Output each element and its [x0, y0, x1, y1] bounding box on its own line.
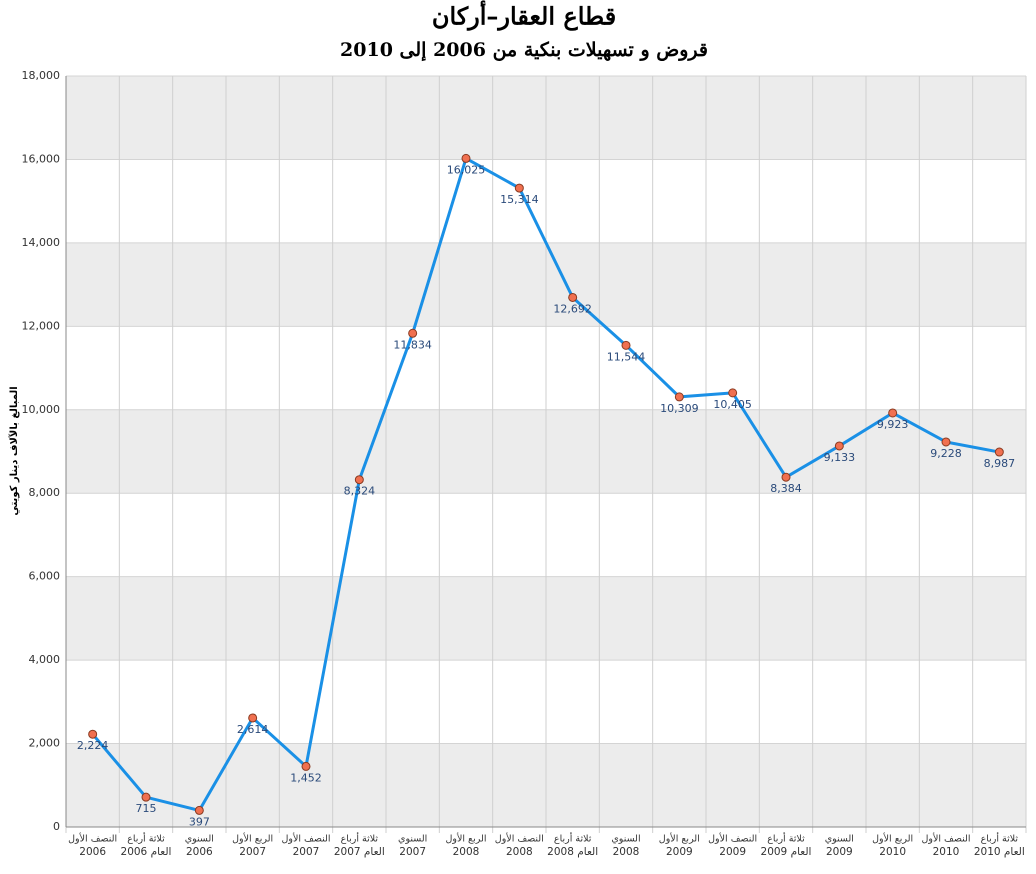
x-tick-label: 2009	[826, 846, 853, 858]
x-tick-label: السنوي	[825, 834, 854, 845]
data-point	[781, 472, 791, 482]
x-tick-label: 2010	[879, 846, 906, 858]
x-tick-label: 2008	[506, 846, 533, 858]
y-tick-label: 18,000	[22, 69, 61, 82]
y-tick-label: 2,000	[29, 737, 61, 750]
x-tick-label: ثلاثة أرباع	[341, 832, 379, 845]
x-tick-label: النصف الأول	[68, 833, 117, 845]
x-tick-label: ثلاثة أرباع	[767, 832, 805, 845]
x-tick-label: النصف الأول	[708, 833, 757, 845]
x-tick-label: ثلاثة أرباع	[981, 832, 1019, 845]
y-tick-label: 8,000	[29, 486, 61, 499]
x-tick-label: 2006	[79, 846, 106, 858]
data-point	[888, 408, 898, 418]
data-point	[461, 153, 471, 163]
value-label: 16,025	[447, 163, 486, 176]
x-tick-label: السنوي	[185, 834, 214, 845]
x-tick-label: 2008	[453, 846, 480, 858]
value-label: 10,309	[660, 402, 699, 415]
y-tick-label: 0	[53, 820, 60, 833]
data-point	[141, 792, 151, 802]
value-label: 9,228	[930, 447, 962, 460]
x-tick-label: النصف الأول	[921, 833, 970, 845]
x-tick-label: العام 2010	[974, 846, 1025, 858]
x-tick-label: النصف الأول	[281, 833, 330, 845]
x-tick-label: ثلاثة أرباع	[554, 832, 592, 845]
data-point	[301, 761, 311, 771]
data-point	[941, 437, 951, 447]
value-label: 1,452	[290, 771, 322, 784]
chart-title: قطاع العقار–أركان	[432, 0, 616, 32]
x-tick-label: 2009	[666, 846, 693, 858]
data-line	[91, 156, 1000, 812]
data-point	[994, 447, 1004, 457]
y-tick-label: 6,000	[29, 570, 61, 583]
y-tick-label: 14,000	[22, 236, 61, 249]
x-tick-label: 2008	[613, 846, 640, 858]
value-label: 397	[189, 815, 210, 828]
x-tick-label: 2007	[293, 846, 320, 858]
x-tick-label: 2009	[719, 846, 746, 858]
x-tick-label: النصف الأول	[495, 833, 544, 845]
x-tick-label: 2007	[239, 846, 266, 858]
x-tick-label: 2007	[399, 846, 426, 858]
x-tick-label: الربع الأول	[232, 833, 273, 845]
x-tick-label: الربع الأول	[659, 833, 700, 845]
x-tick-label: العام 2007	[334, 846, 385, 858]
value-label: 8,324	[344, 485, 376, 498]
x-tick-label: العام 2008	[547, 846, 598, 858]
value-label: 15,314	[500, 193, 539, 206]
value-label: 10,405	[713, 398, 752, 411]
y-tick-label: 10,000	[22, 403, 61, 416]
data-point	[194, 805, 204, 815]
y-tick-label: 16,000	[22, 152, 61, 165]
data-point	[621, 340, 631, 350]
x-tick-label: العام 2009	[761, 846, 812, 858]
chart-subtitle: قروض و تسهيلات بنكية من 2006 إلى 2010	[340, 39, 708, 62]
y-tick-label: 12,000	[22, 319, 61, 332]
value-label: 2,224	[77, 739, 109, 752]
x-tick-label: السنوي	[611, 834, 640, 845]
value-label: 11,834	[393, 338, 432, 351]
data-point	[514, 183, 524, 193]
x-tick-label: 2006	[186, 846, 213, 858]
x-tick-label: الربع الأول	[872, 833, 913, 845]
x-tick-label: السنوي	[398, 834, 427, 845]
value-label: 11,544	[607, 350, 646, 363]
y-axis-label: المبالغ بالآلاف دينار كويتي	[8, 386, 20, 515]
data-point	[728, 388, 738, 398]
x-tick-label: ثلاثة أرباع	[127, 832, 165, 845]
value-label: 715	[136, 802, 157, 815]
data-point	[354, 475, 364, 485]
y-tick-label: 4,000	[29, 653, 61, 666]
data-point	[834, 441, 844, 451]
value-label: 2,614	[237, 723, 269, 736]
data-point	[568, 292, 578, 302]
x-tick-label: 2010	[933, 846, 960, 858]
value-label: 8,987	[984, 457, 1016, 470]
value-label: 9,133	[824, 451, 856, 464]
data-point	[88, 729, 98, 739]
data-point	[674, 392, 684, 402]
value-label: 9,923	[877, 418, 909, 431]
data-point	[408, 328, 418, 338]
value-label: 8,384	[770, 482, 802, 495]
value-label: 12,692	[553, 302, 592, 315]
data-point	[248, 713, 258, 723]
x-tick-label: الربع الأول	[445, 833, 486, 845]
x-tick-label: العام 2006	[121, 846, 172, 858]
